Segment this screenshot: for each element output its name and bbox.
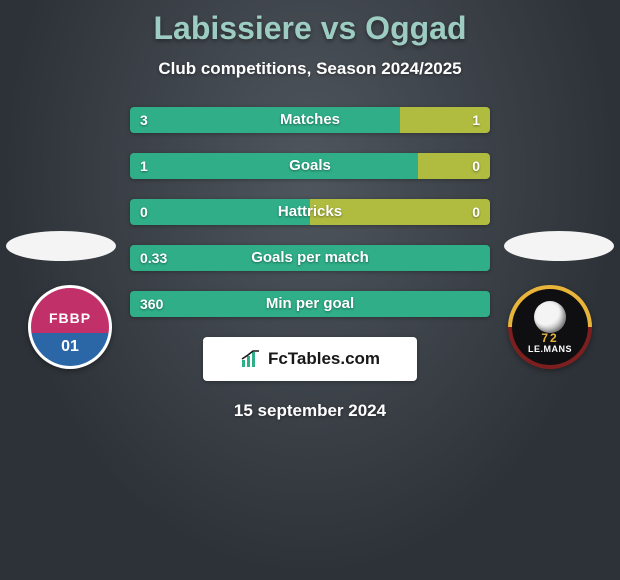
stat-row: 31Matches: [130, 107, 490, 133]
source-badge: FcTables.com: [203, 337, 417, 381]
stat-bars: 31Matches 10Goals 00Hattricks 0.33Goals per…: [130, 107, 490, 317]
stat-label: Hattricks: [130, 199, 490, 225]
stat-row: 00Hattricks: [130, 199, 490, 225]
stat-row: 360Min per goal: [130, 291, 490, 317]
page-title: Labissiere vs Oggad: [0, 0, 620, 47]
stat-label: Goals per match: [130, 245, 490, 271]
stat-label: Matches: [130, 107, 490, 133]
comparison-card: Labissiere vs Oggad Club competitions, S…: [0, 0, 620, 580]
fbbp-badge: FBBP 01: [28, 285, 112, 369]
player-right-silhouette: [504, 231, 614, 261]
club-right-code: LE.MANS: [512, 344, 588, 354]
lemans-badge: 72 LE.MANS: [508, 285, 592, 369]
stat-row: 10Goals: [130, 153, 490, 179]
soccer-ball-icon: [534, 301, 566, 333]
player-left-silhouette: [6, 231, 116, 261]
club-left-code: FBBP: [31, 310, 109, 326]
source-label: FcTables.com: [268, 349, 380, 369]
club-badge-right: 72 LE.MANS: [500, 285, 600, 369]
stat-label: Goals: [130, 153, 490, 179]
stat-row: 0.33Goals per match: [130, 245, 490, 271]
club-left-sub: 01: [31, 338, 109, 356]
date-text: 15 september 2024: [0, 401, 620, 421]
chart-icon: [240, 349, 262, 369]
subtitle: Club competitions, Season 2024/2025: [0, 59, 620, 79]
stage: FBBP 01 72 LE.MANS 31Matches 10Goals 00Hat…: [0, 107, 620, 421]
stat-label: Min per goal: [130, 291, 490, 317]
club-badge-left: FBBP 01: [20, 285, 120, 369]
club-right-num: 72: [512, 331, 588, 345]
